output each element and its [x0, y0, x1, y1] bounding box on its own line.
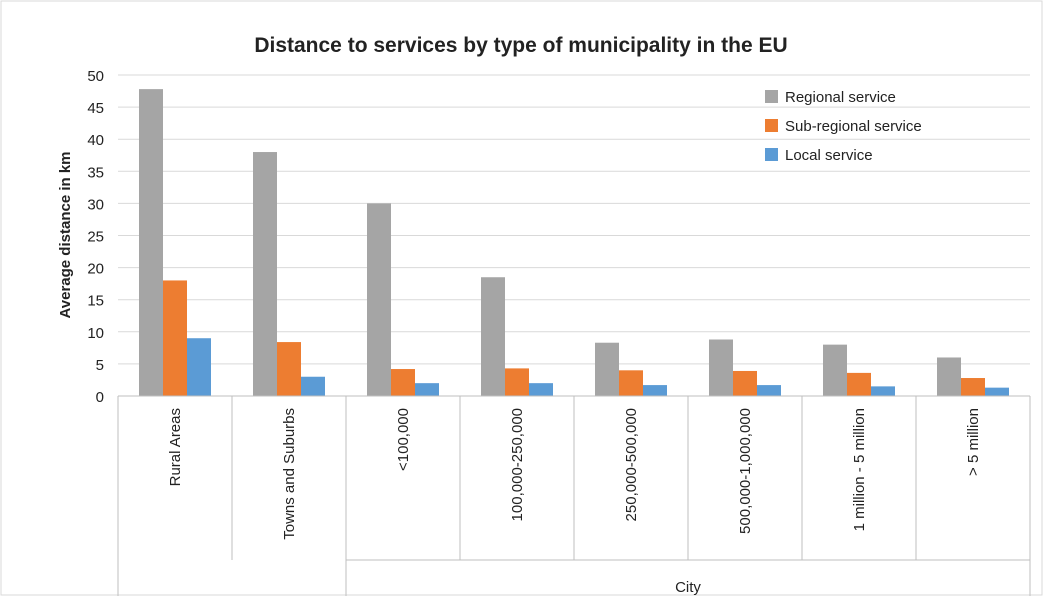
legend-label: Local service: [785, 147, 873, 164]
x-tick-label: 500,000-1,000,000: [737, 408, 754, 534]
bar-local-service-4: [643, 385, 667, 396]
bar-local-service-3: [529, 383, 553, 396]
y-tick-label: 35: [87, 164, 104, 181]
y-tick-label: 0: [96, 389, 104, 406]
bar-sub-regional-service-4: [619, 370, 643, 396]
bar-sub-regional-service-2: [391, 369, 415, 396]
y-tick-label: 20: [87, 261, 104, 278]
y-tick-label: 45: [87, 100, 104, 117]
bar-sub-regional-service-6: [847, 372, 871, 396]
bar-regional-service-0: [139, 89, 163, 397]
x-tick-label: <100,000: [395, 408, 412, 471]
chart-title: Distance to services by type of municipa…: [254, 34, 787, 57]
bar-sub-regional-service-0: [163, 280, 187, 396]
bar-regional-service-4: [595, 342, 619, 396]
y-tick-labels: 0 5 10 15 20 25 30 35 40 45 50: [87, 68, 104, 406]
legend-label: Regional service: [785, 89, 896, 106]
y-tick-label: 10: [87, 325, 104, 342]
city-group-label: City: [675, 579, 701, 596]
legend: Regional service Sub-regional service Loca…: [765, 89, 922, 164]
bar-local-service-1: [301, 376, 325, 396]
x-tick-label: 100,000-250,000: [509, 408, 526, 521]
x-tick-label: 250,000-500,000: [623, 408, 640, 521]
x-tick-label: > 5 million: [965, 408, 982, 476]
legend-swatch: [765, 119, 778, 132]
x-axis: Rural Areas Towns and Suburbs <100,000 100,…: [117, 395, 1031, 596]
bar-local-service-2: [415, 383, 439, 396]
y-tick-label: 50: [87, 68, 104, 85]
bar-regional-service-3: [481, 277, 505, 396]
bar-sub-regional-service-1: [277, 342, 301, 396]
bar-regional-service-6: [823, 344, 847, 396]
legend-label: Sub-regional service: [785, 118, 922, 135]
bar-regional-service-2: [367, 203, 391, 396]
bar-sub-regional-service-3: [505, 368, 529, 396]
bar-local-service-0: [187, 338, 211, 396]
x-tick-label: Towns and Suburbs: [281, 408, 298, 540]
y-axis-label: Average distance in km: [57, 151, 74, 318]
y-tick-label: 5: [96, 357, 104, 374]
bars: [139, 89, 1009, 397]
x-tick-label: 1 million - 5 million: [851, 408, 868, 531]
bar-regional-service-7: [937, 357, 961, 396]
y-tick-label: 30: [87, 196, 104, 213]
y-tick-label: 25: [87, 229, 104, 246]
bar-regional-service-1: [253, 152, 277, 396]
y-tick-label: 40: [87, 132, 104, 149]
legend-swatch: [765, 148, 778, 161]
bar-local-service-5: [757, 385, 781, 396]
bar-regional-service-5: [709, 339, 733, 396]
bar-sub-regional-service-7: [961, 378, 985, 396]
bar-local-service-7: [985, 387, 1009, 396]
bar-local-service-6: [871, 386, 895, 396]
x-tick-label: Rural Areas: [167, 408, 184, 486]
y-tick-label: 15: [87, 293, 104, 310]
bar-sub-regional-service-5: [733, 370, 757, 396]
legend-swatch: [765, 90, 778, 103]
